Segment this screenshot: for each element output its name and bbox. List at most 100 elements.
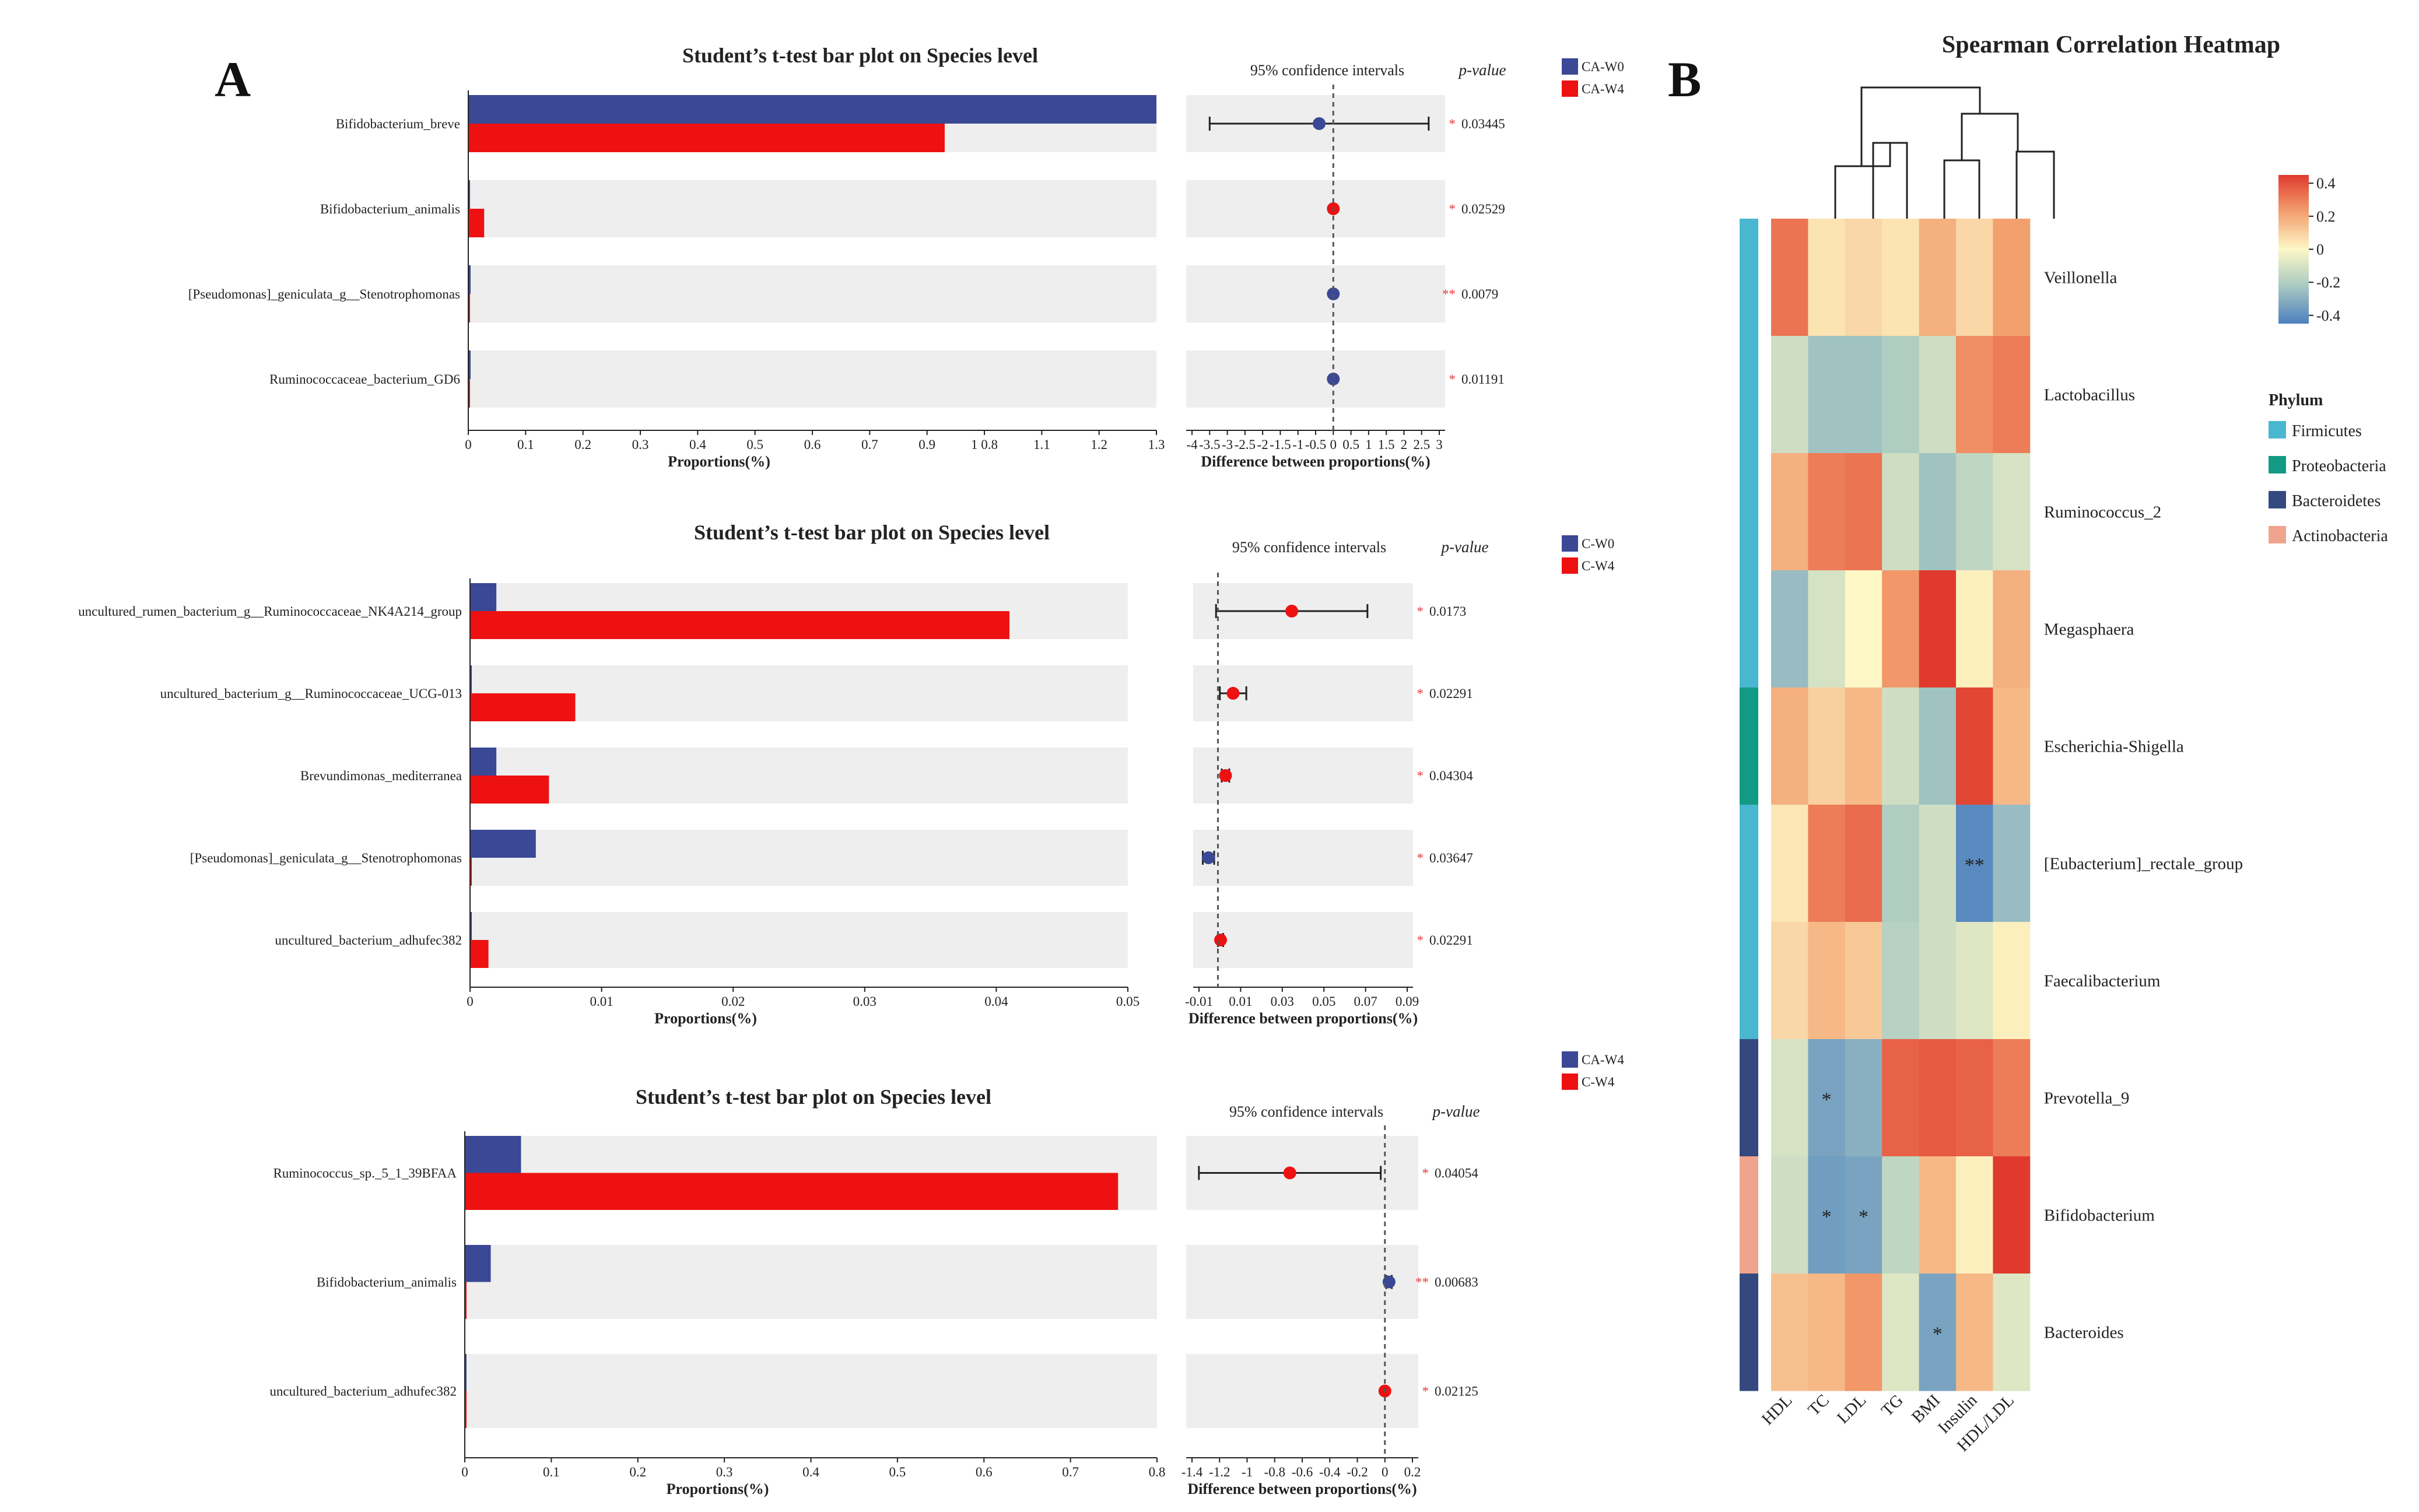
heatmap-cell xyxy=(1956,805,1993,922)
heatmap-cell xyxy=(1956,453,1993,571)
bar-c-w4 xyxy=(470,776,549,804)
p-value: 0.00683 xyxy=(1435,1275,1478,1290)
heatmap-cell xyxy=(1993,922,2031,1040)
row-track xyxy=(465,1245,1157,1319)
diff-tick-label: 3 xyxy=(1436,437,1443,452)
heatmap-cell xyxy=(1845,219,1882,336)
col-dendro-leafs xyxy=(1872,178,1908,219)
diff-row-track xyxy=(1193,912,1413,968)
phylum-annotation-cell xyxy=(1740,453,1758,571)
bar-ca-w4 xyxy=(468,124,945,152)
heatmap-cell xyxy=(1882,570,1920,688)
bar-plot-1: Student’s t-test bar plot on Species lev… xyxy=(188,44,1625,470)
diff-tick-label: 2 xyxy=(1401,437,1408,452)
bar-c-w4 xyxy=(465,1282,467,1319)
heatmap-cell xyxy=(1956,336,1993,454)
heatmap-cell xyxy=(1808,453,1846,571)
heatmap-cell xyxy=(1882,219,1920,336)
p-value: 0.01191 xyxy=(1461,372,1505,387)
x-tick-label: 0.1 xyxy=(517,437,534,452)
heatmap-cell xyxy=(1882,336,1920,454)
p-value: 0.02529 xyxy=(1461,202,1505,216)
heatmap-cell xyxy=(1808,570,1846,688)
legend-label-ca-w4: CA-W4 xyxy=(1582,82,1624,96)
heatmap-cell xyxy=(1771,570,1808,688)
heatmap-cell xyxy=(1919,687,1957,805)
heatmap-cell xyxy=(1845,922,1882,1040)
pvalue-header: p-value xyxy=(1458,61,1506,79)
diff-tick-label: -0.5 xyxy=(1305,437,1326,452)
plot-title: Student’s t-test bar plot on Species lev… xyxy=(694,521,1050,544)
legend-swatch-c-w4 xyxy=(1562,557,1578,574)
diff-tick-label: 0.2 xyxy=(1404,1465,1421,1479)
x-tick-label: 0 xyxy=(461,1465,468,1479)
bar-plot-2: Student’s t-test bar plot on Species lev… xyxy=(78,521,1615,1027)
bar-c-w4 xyxy=(470,693,576,721)
heatmap-cell xyxy=(1845,805,1882,922)
diff-tick-label: -1.2 xyxy=(1209,1465,1230,1479)
bar-c-w4 xyxy=(470,611,1009,639)
phylum-annotation-cell xyxy=(1740,570,1758,688)
diff-tick-label: 1 xyxy=(1365,437,1372,452)
row-track xyxy=(468,265,1156,322)
heatmap-row-label: Ruminococcus_2 xyxy=(2044,503,2161,522)
x-tick-label: 0 xyxy=(467,994,474,1009)
heatmap-cell xyxy=(1919,453,1957,571)
heatmap-column-label: TC xyxy=(1804,1391,1833,1419)
phylum-annotation-cell xyxy=(1740,1156,1758,1274)
heatmap-cell xyxy=(1993,805,2031,922)
heatmap-cell xyxy=(1845,687,1882,805)
significance-stars: * xyxy=(1449,372,1456,387)
row-track xyxy=(470,912,1128,968)
legend-swatch-ca-w4 xyxy=(1562,80,1578,97)
diff-row-track xyxy=(1186,350,1445,408)
row-track xyxy=(468,350,1156,408)
category-label: Bifidobacterium_animalis xyxy=(320,202,460,216)
colorbar-tick-label: -0.4 xyxy=(2316,307,2340,324)
phylum-legend-title: Phylum xyxy=(2269,391,2323,409)
category-label: uncultured_rumen_bacterium_g__Ruminococc… xyxy=(78,604,462,619)
diff-axis-label: Difference between proportions(%) xyxy=(1187,1481,1417,1497)
bar-c-w0 xyxy=(470,830,536,858)
diff-tick-label: -2 xyxy=(1257,437,1268,452)
x-tick-label: 0.9 xyxy=(918,437,935,452)
legend-label-bacteroidetes: Bacteroidetes xyxy=(2292,492,2381,510)
legend-label-c-w0: C-W0 xyxy=(1582,536,1614,551)
category-label: Ruminococcus_sp._5_1_39BFAA xyxy=(273,1166,457,1181)
heatmap-cell xyxy=(1993,687,2031,805)
x-tick-label: 0.2 xyxy=(629,1465,646,1479)
x-tick-label: 0.5 xyxy=(889,1465,906,1479)
row-track xyxy=(470,665,1128,721)
diff-axis-label: Difference between proportions(%) xyxy=(1201,453,1430,470)
x-tick-label: 0.02 xyxy=(721,994,745,1009)
diff-tick-label: -0.2 xyxy=(1347,1465,1368,1479)
heatmap-cell xyxy=(1956,922,1993,1040)
bar-c-w0 xyxy=(470,665,472,693)
phylum-annotation-cell xyxy=(1740,687,1758,805)
colorbar-ticks: 0.4 0.2 0 -0.2 -0.4 xyxy=(2309,175,2340,324)
x-tick-label: 0.7 xyxy=(1062,1465,1079,1479)
phylum-annotation-cell xyxy=(1740,1274,1758,1391)
diff-tick-label: -1.4 xyxy=(1182,1465,1203,1479)
cell-significance: * xyxy=(1933,1324,1943,1345)
column-dendrogram xyxy=(1834,86,2055,219)
heatmap-cell xyxy=(1771,922,1808,1040)
heatmap-cells: **** ** xyxy=(1771,219,2031,1391)
cell-significance: ** xyxy=(1965,855,1985,876)
phylum-annotation-cell xyxy=(1740,922,1758,1040)
x-axis-label: Proportions(%) xyxy=(667,1481,769,1497)
significance-stars: ** xyxy=(1442,287,1456,301)
difference-point xyxy=(1327,287,1340,300)
diff-row-track xyxy=(1186,180,1445,237)
difference-point xyxy=(1382,1275,1396,1289)
cell-significance: * xyxy=(1859,1206,1868,1228)
significance-stars: * xyxy=(1417,851,1424,865)
significance-stars: * xyxy=(1417,686,1424,701)
heatmap-cell xyxy=(1993,1156,2031,1274)
heatmap-cell xyxy=(1845,570,1882,688)
ci-header: 95% confidence intervals xyxy=(1229,1103,1383,1120)
x-tick-label: 0.3 xyxy=(632,437,649,452)
p-value: 0.02291 xyxy=(1429,933,1473,948)
x-tick-label: 0.4 xyxy=(689,437,706,452)
